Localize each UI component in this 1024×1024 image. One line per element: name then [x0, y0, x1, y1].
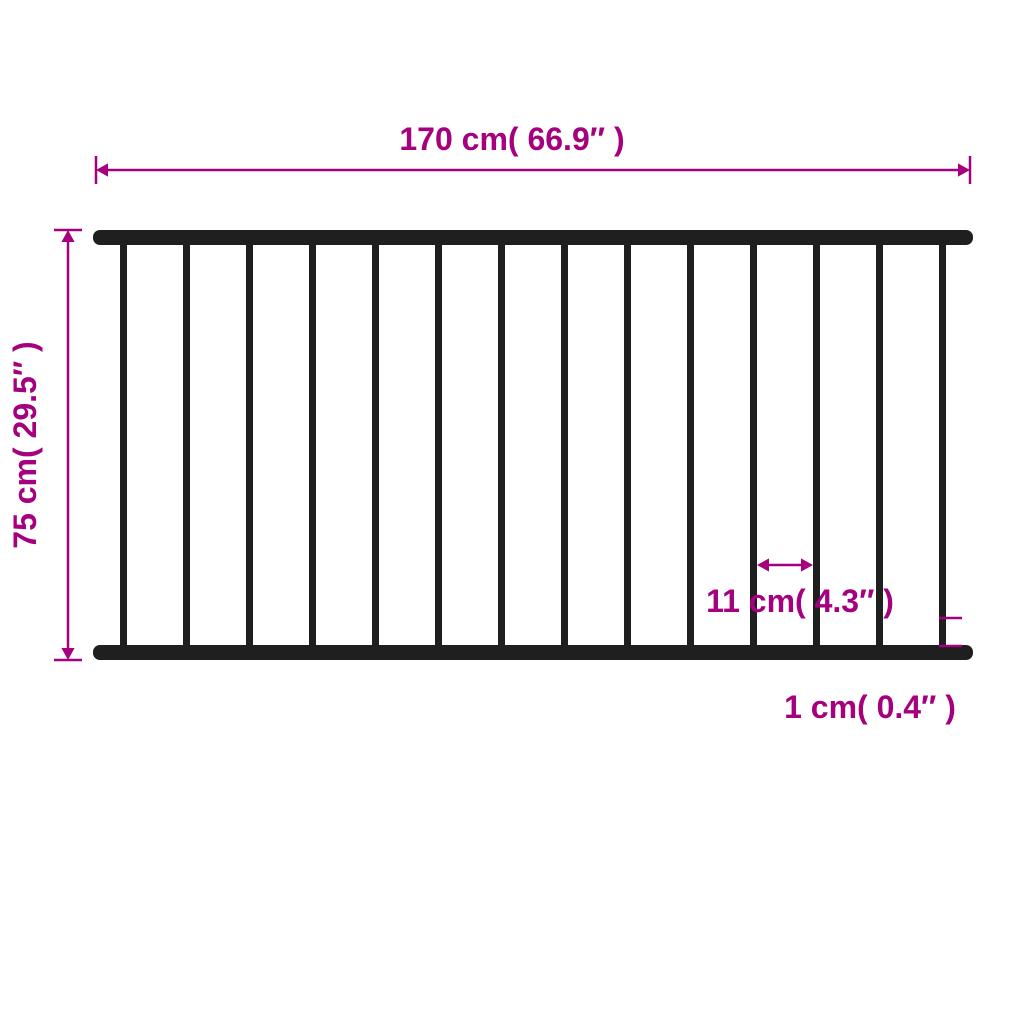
- fence-top-rail: [93, 230, 973, 245]
- dimension-arrowhead: [801, 558, 813, 571]
- dimension-arrowhead: [61, 648, 74, 660]
- fence-bar: [498, 238, 505, 653]
- fence-bar: [246, 238, 253, 653]
- fence-bar: [561, 238, 568, 653]
- dimension-arrowhead: [61, 230, 74, 242]
- dimension-thickness-label: 1 cm( 0.4″ ): [784, 689, 956, 725]
- dimension-arrowhead: [757, 558, 769, 571]
- dimension-arrowhead: [96, 163, 108, 176]
- fence-bottom-rail: [93, 645, 973, 660]
- fence-bar: [687, 238, 694, 653]
- fence-bar: [624, 238, 631, 653]
- dimension-arrowhead: [958, 163, 970, 176]
- fence-bar: [120, 238, 127, 653]
- fence-bar: [183, 238, 190, 653]
- fence-bar: [939, 238, 946, 653]
- fence-bar: [435, 238, 442, 653]
- dimension-height-label: 75 cm( 29.5″ ): [7, 341, 43, 548]
- fence-bar: [309, 238, 316, 653]
- dimension-annotations: 170 cm( 66.9″ ) 75 cm( 29.5″ ) 11 cm( 4.3″…: [7, 121, 970, 725]
- dimension-gap-label: 11 cm( 4.3″ ): [706, 583, 894, 619]
- dimension-diagram: 170 cm( 66.9″ ) 75 cm( 29.5″ ) 11 cm( 4.3″…: [0, 0, 1024, 1024]
- dimension-width-label: 170 cm( 66.9″ ): [399, 121, 624, 157]
- fence-bar: [372, 238, 379, 653]
